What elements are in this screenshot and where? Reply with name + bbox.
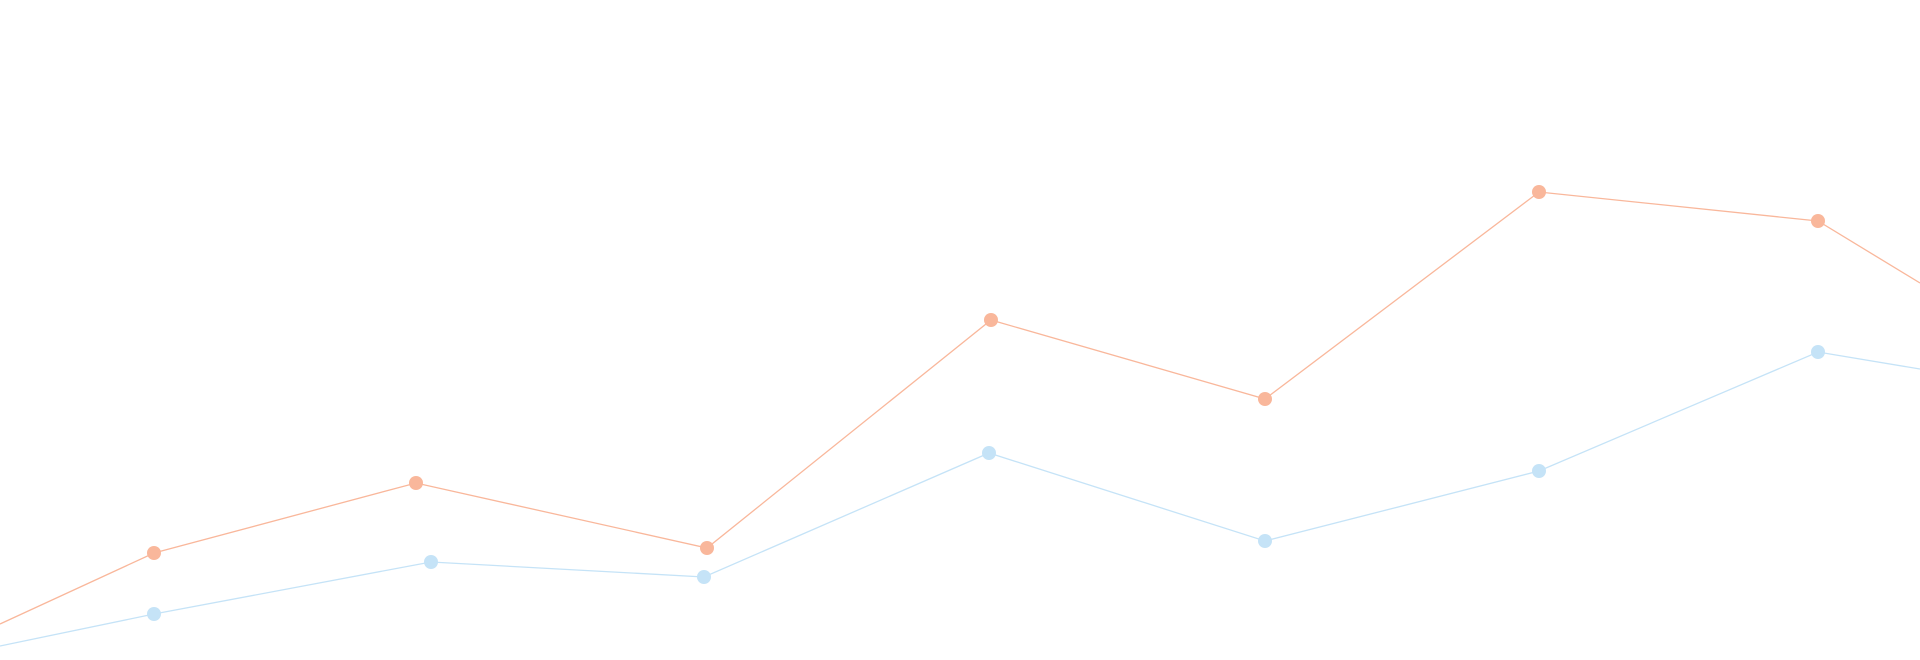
series-1-point[interactable]: [1258, 392, 1272, 406]
series-2-point[interactable]: [1532, 464, 1546, 478]
series-lines: [0, 191, 1920, 647]
series-2-point[interactable]: [982, 446, 996, 460]
series-1-point[interactable]: [984, 313, 998, 327]
series-points: [147, 185, 1825, 621]
series-1-point[interactable]: [1811, 214, 1825, 228]
series-2-point[interactable]: [1258, 534, 1272, 548]
series-2-line: [0, 351, 1920, 647]
series-1-point[interactable]: [1532, 185, 1546, 199]
series-2-point[interactable]: [424, 555, 438, 569]
series-1-point[interactable]: [409, 476, 423, 490]
series-2-point[interactable]: [147, 607, 161, 621]
series-1-line: [0, 191, 1920, 625]
series-1-point[interactable]: [147, 546, 161, 560]
series-1-point[interactable]: [700, 541, 714, 555]
series-2-point[interactable]: [1811, 345, 1825, 359]
series-2-point[interactable]: [697, 570, 711, 584]
